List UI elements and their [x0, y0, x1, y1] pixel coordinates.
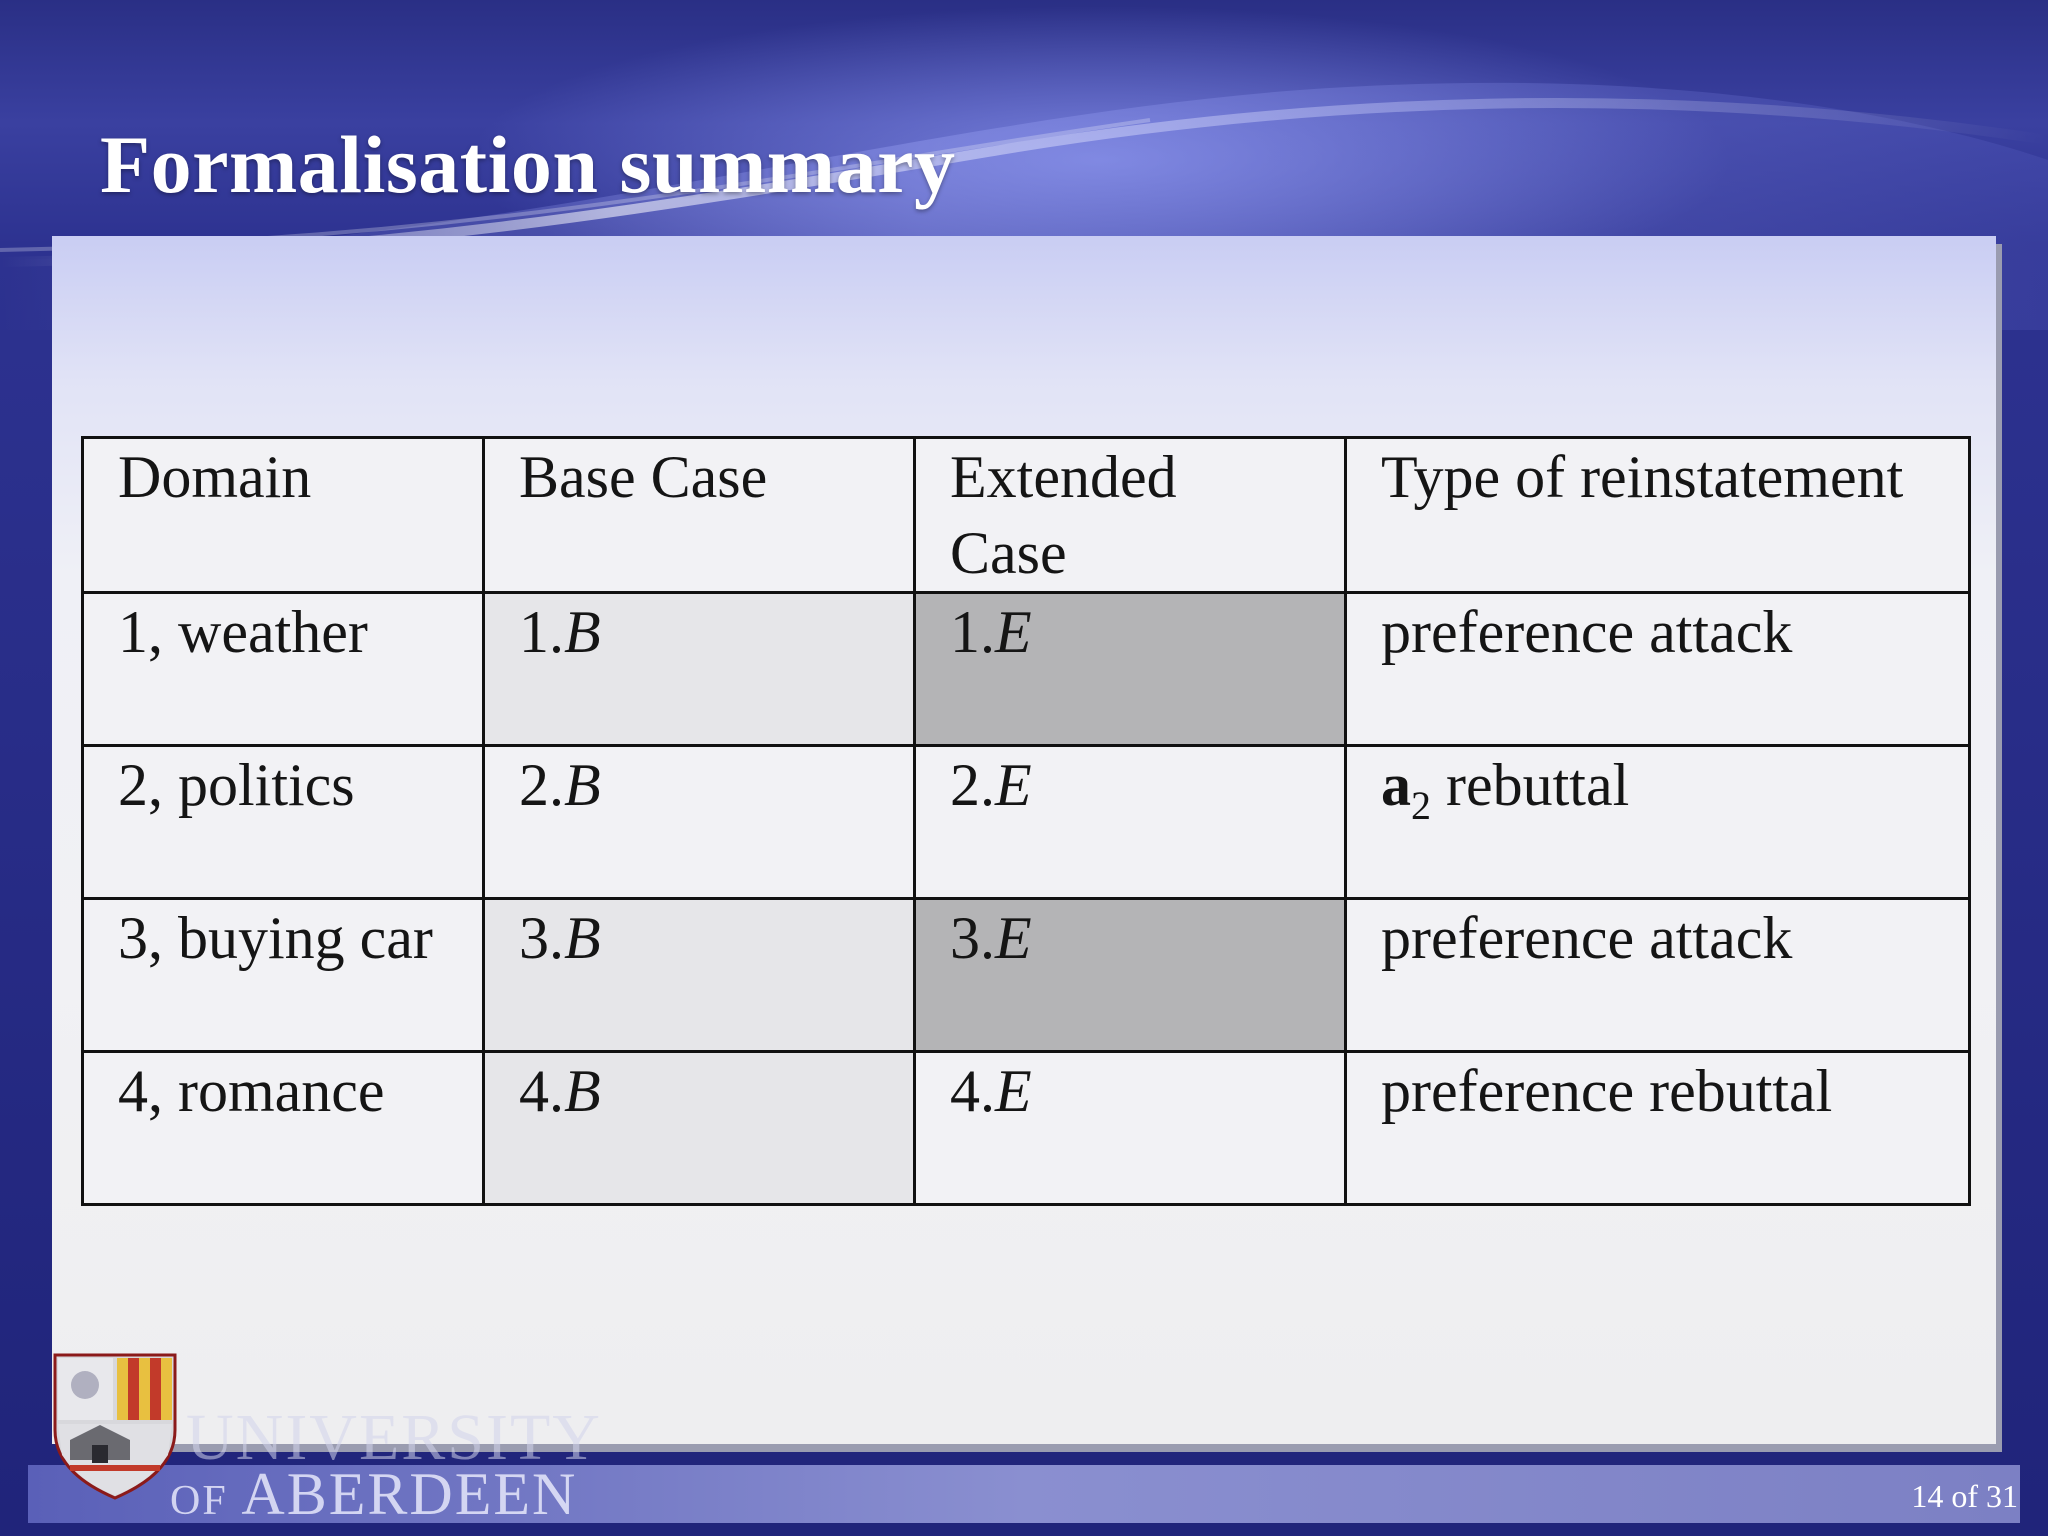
cell-domain: 2, politics [81, 744, 485, 900]
cell-base-case: 3.B [482, 897, 916, 1053]
header-domain: Domain [81, 436, 485, 594]
table-row: 2, politics 2.B 2.E a2 rebuttal [81, 744, 1971, 900]
cell-extended-case: 2.E [913, 744, 1347, 900]
cell-ext-num: 2. [950, 752, 995, 818]
cell-base-case: 1.B [482, 591, 916, 747]
cell-type: preference rebuttal [1344, 1050, 1971, 1206]
university-of: OF [170, 1478, 228, 1524]
summary-table: Domain Base Case Extended Case Type of r… [81, 436, 1971, 1206]
cell-ext-num: 3. [950, 905, 995, 971]
header-type-of-reinstatement: Type of reinstatement [1344, 436, 1971, 594]
university-wordmark-line1: UNIVERSITY [186, 1401, 602, 1474]
cell-domain: 1, weather [81, 591, 485, 747]
cell-base-case: 2.B [482, 744, 916, 900]
cell-ext-num: 4. [950, 1058, 995, 1124]
table-row: 3, buying car 3.B 3.E preference attack [81, 897, 1971, 1053]
cell-type: preference attack [1344, 591, 1971, 747]
cell-ext-letter: E [995, 1058, 1032, 1124]
header-extended-line1: Extended [950, 444, 1177, 510]
cell-base-case: 4.B [482, 1050, 916, 1206]
footer-bar [28, 1465, 2020, 1523]
cell-base-num: 2. [519, 752, 564, 818]
cell-ext-num: 1. [950, 599, 995, 665]
cell-base-letter: B [564, 599, 601, 665]
header-base-case: Base Case [482, 436, 916, 594]
cell-base-num: 1. [519, 599, 564, 665]
cell-base-letter: B [564, 752, 601, 818]
cell-ext-letter: E [995, 905, 1032, 971]
argument-symbol: a [1381, 752, 1411, 818]
cell-domain: 4, romance [81, 1050, 485, 1206]
cell-type: preference attack [1344, 897, 1971, 1053]
page-title: Formalisation summary [100, 119, 956, 210]
table-row: 4, romance 4.B 4.E preference rebuttal [81, 1050, 1971, 1206]
cell-base-num: 4. [519, 1058, 564, 1124]
cell-base-letter: B [564, 1058, 601, 1124]
argument-subscript: 2 [1411, 783, 1431, 828]
university-crest-icon [53, 1353, 177, 1500]
university-name: ABERDEEN [241, 1461, 578, 1527]
page-number: 14 of 31 [1911, 1478, 2018, 1514]
cell-type: a2 rebuttal [1344, 744, 1971, 900]
cell-extended-case: 1.E [913, 591, 1347, 747]
cell-domain: 3, buying car [81, 897, 485, 1053]
cell-type-text: rebuttal [1431, 752, 1630, 818]
cell-base-letter: B [564, 905, 601, 971]
cell-ext-letter: E [995, 599, 1032, 665]
table-row: 1, weather 1.B 1.E preference attack [81, 591, 1971, 747]
header-extended-case: Extended Case [913, 436, 1347, 594]
header-extended-line2: Case [950, 520, 1067, 586]
table-header-row: Domain Base Case Extended Case Type of r… [81, 436, 1971, 594]
cell-extended-case: 3.E [913, 897, 1347, 1053]
cell-ext-letter: E [995, 752, 1032, 818]
cell-base-num: 3. [519, 905, 564, 971]
cell-extended-case: 4.E [913, 1050, 1347, 1206]
university-wordmark-line2: OF ABERDEEN [170, 1460, 577, 1529]
